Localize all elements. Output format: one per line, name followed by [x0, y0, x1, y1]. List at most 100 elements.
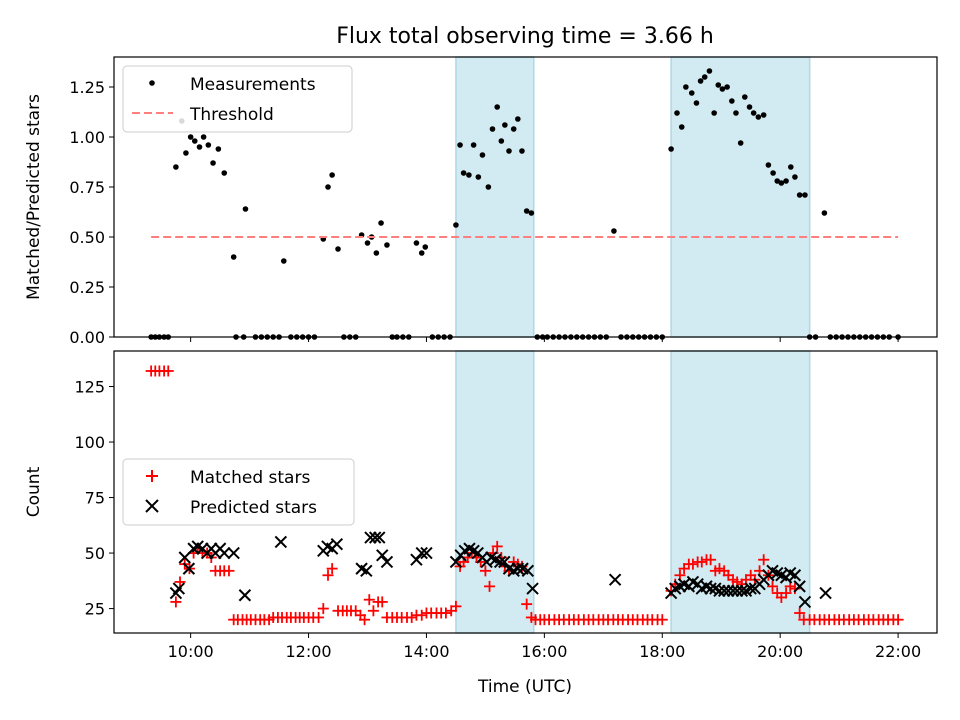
legend-matched-marker — [146, 470, 158, 482]
measurement-point — [693, 100, 700, 106]
measurement-point — [765, 162, 772, 168]
legend-predicted-marker — [145, 499, 159, 513]
bottom-legend: Matched stars Predicted stars — [122, 458, 355, 526]
top-panel: 0.00 0.25 0.50 0.75 1.00 1.25 Matched/Predict… — [24, 56, 938, 347]
predicted-star-point — [717, 584, 731, 598]
measurement-point — [755, 114, 762, 120]
matched-star-point — [450, 600, 462, 612]
x-tick-label: 14:00 — [403, 642, 449, 661]
matched-star-point — [363, 594, 375, 606]
chart-title: Flux total observing time = 3.66 h — [336, 24, 714, 49]
measurement-point — [715, 82, 722, 88]
matched-star-point — [170, 596, 182, 608]
legend-predicted-label: Predicted stars — [190, 498, 317, 518]
predicted-star-point — [376, 549, 389, 562]
x-tick-label: 16:00 — [521, 642, 567, 661]
measurement-point — [210, 160, 216, 166]
measurement-point — [364, 240, 371, 246]
matched-star-point — [780, 587, 792, 599]
measurement-point — [335, 246, 341, 252]
measurement-point — [778, 180, 785, 186]
measurement-point — [453, 222, 459, 228]
matched-star-point — [705, 554, 717, 566]
x-axis-label: Time (UTC) — [477, 677, 572, 697]
shaded-interval — [455, 56, 535, 338]
measurement-point — [329, 172, 335, 178]
measurement-point — [378, 220, 384, 226]
predicted-star-point — [511, 562, 525, 575]
measurement-point — [688, 90, 695, 96]
predicted-star-point — [330, 537, 344, 551]
measurement-point — [200, 134, 207, 140]
measurement-point — [719, 86, 726, 92]
measurement-point — [733, 110, 739, 116]
y-tick-label: 1.25 — [69, 78, 105, 97]
legend-threshold-label: Threshold — [189, 105, 274, 125]
matched-star-point — [484, 580, 496, 592]
predicted-star-point — [182, 562, 196, 575]
matched-star-point — [162, 365, 174, 377]
measurement-point — [191, 138, 198, 144]
measurement-point — [242, 206, 249, 212]
measurement-point — [523, 208, 530, 214]
x-tick-label: 18:00 — [639, 642, 685, 661]
measurement-point — [479, 152, 486, 158]
matched-star-point — [656, 614, 668, 626]
measurement-point — [668, 146, 674, 152]
y-tick-label: 50 — [85, 544, 105, 563]
matched-star-point — [491, 540, 503, 552]
x-tick-label: 12:00 — [285, 642, 331, 661]
top-ylabel: Matched/Predicted stars — [24, 94, 44, 300]
predicted-star-point — [526, 582, 539, 595]
measurement-point — [796, 192, 803, 198]
predicted-star-point — [713, 584, 726, 598]
predicted-star-point — [726, 584, 740, 598]
shaded-interval — [455, 350, 535, 634]
measurement-point — [384, 242, 390, 248]
matched-star-point — [440, 607, 452, 619]
predicted-star-point — [521, 564, 535, 578]
matched-star-point — [406, 611, 418, 623]
matched-star-point — [322, 569, 334, 581]
measurement-point — [506, 148, 512, 154]
measurement-point — [494, 104, 501, 110]
matched-star-point — [223, 565, 235, 577]
measurement-point — [196, 144, 203, 150]
predicted-star-point — [788, 569, 802, 582]
measurement-point — [737, 140, 744, 146]
measurement-point — [498, 138, 505, 144]
measurement-point — [215, 146, 222, 152]
measurement-point — [510, 126, 517, 132]
y-tick-label: 1.00 — [69, 128, 105, 147]
predicted-star-point — [364, 531, 377, 544]
measurement-point — [787, 164, 794, 170]
matched-star-point — [174, 576, 186, 588]
y-tick-label: 100 — [74, 433, 105, 452]
measurement-point — [821, 210, 828, 216]
measurement-point — [457, 142, 463, 148]
predicted-star-point — [420, 546, 433, 560]
matched-star-point — [317, 603, 329, 615]
matched-star-point — [713, 563, 725, 575]
measurement-point — [422, 244, 429, 250]
measurement-point — [611, 228, 617, 234]
measurement-point — [742, 94, 748, 100]
measurement-point — [460, 170, 467, 176]
measurement-point — [413, 240, 420, 246]
measurement-point — [701, 74, 708, 80]
y-tick-label: 0.75 — [69, 178, 105, 197]
predicted-star-point — [730, 584, 744, 598]
matched-star-point — [767, 580, 779, 592]
predicted-star-point — [608, 573, 622, 586]
y-tick-label: 0.00 — [69, 328, 105, 347]
measurement-point — [724, 84, 730, 90]
measurement-point — [221, 170, 228, 176]
matched-star-point — [696, 556, 708, 568]
measurement-point — [205, 142, 212, 148]
measurement-point — [683, 84, 689, 90]
measurement-point — [770, 170, 776, 176]
predicted-star-point — [449, 555, 463, 569]
measurement-point — [750, 110, 757, 116]
measurement-point — [173, 164, 179, 170]
